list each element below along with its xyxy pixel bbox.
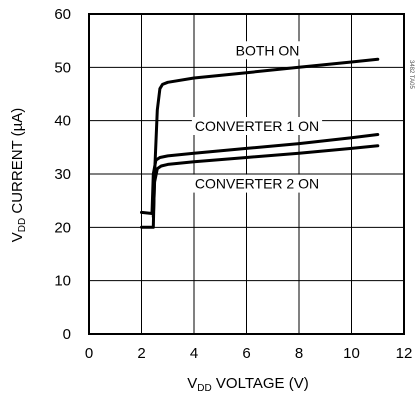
y-tick-label: 60 xyxy=(54,6,71,23)
series-label-background xyxy=(191,174,323,193)
x-tick-label: 6 xyxy=(242,345,250,362)
x-axis-label: VDD VOLTAGE (V) xyxy=(187,375,308,394)
plot-frame xyxy=(88,13,405,335)
x-tick-labels: 0 2 4 6 8 10 12 xyxy=(85,345,413,362)
y-axis-label: VDD CURRENT (µA) xyxy=(9,108,28,243)
x-tick-label: 2 xyxy=(137,345,145,362)
series-labels: BOTH ON CONVERTER 1 ON CONVERTER 2 ON xyxy=(191,41,323,193)
y-tick-labels: 0 10 20 30 40 50 60 xyxy=(54,6,71,343)
y-tick-label: 0 xyxy=(63,326,71,343)
series-line-3 xyxy=(151,144,380,219)
series-label-background xyxy=(232,41,303,60)
series-lines xyxy=(140,57,380,229)
x-tick-label: 12 xyxy=(396,345,413,362)
series-label-1: BOTH ON xyxy=(236,42,300,58)
figure-code: 3482 TA05 xyxy=(408,60,414,89)
series-line-1 xyxy=(140,57,380,229)
series-line-2 xyxy=(140,133,380,215)
series-label-3: CONVERTER 2 ON xyxy=(195,176,319,192)
x-tick-label: 4 xyxy=(190,345,198,362)
y-tick-label: 40 xyxy=(54,113,71,130)
x-tick-label: 10 xyxy=(343,345,360,362)
x-tick-label: 0 xyxy=(85,345,93,362)
y-tick-label: 50 xyxy=(54,59,71,76)
x-tick-label: 8 xyxy=(295,345,303,362)
series-label-background xyxy=(191,117,323,135)
y-tick-label: 20 xyxy=(54,219,71,236)
y-tick-label: 10 xyxy=(54,273,71,290)
series-label-2: CONVERTER 1 ON xyxy=(195,118,319,134)
y-tick-label: 30 xyxy=(54,166,71,183)
